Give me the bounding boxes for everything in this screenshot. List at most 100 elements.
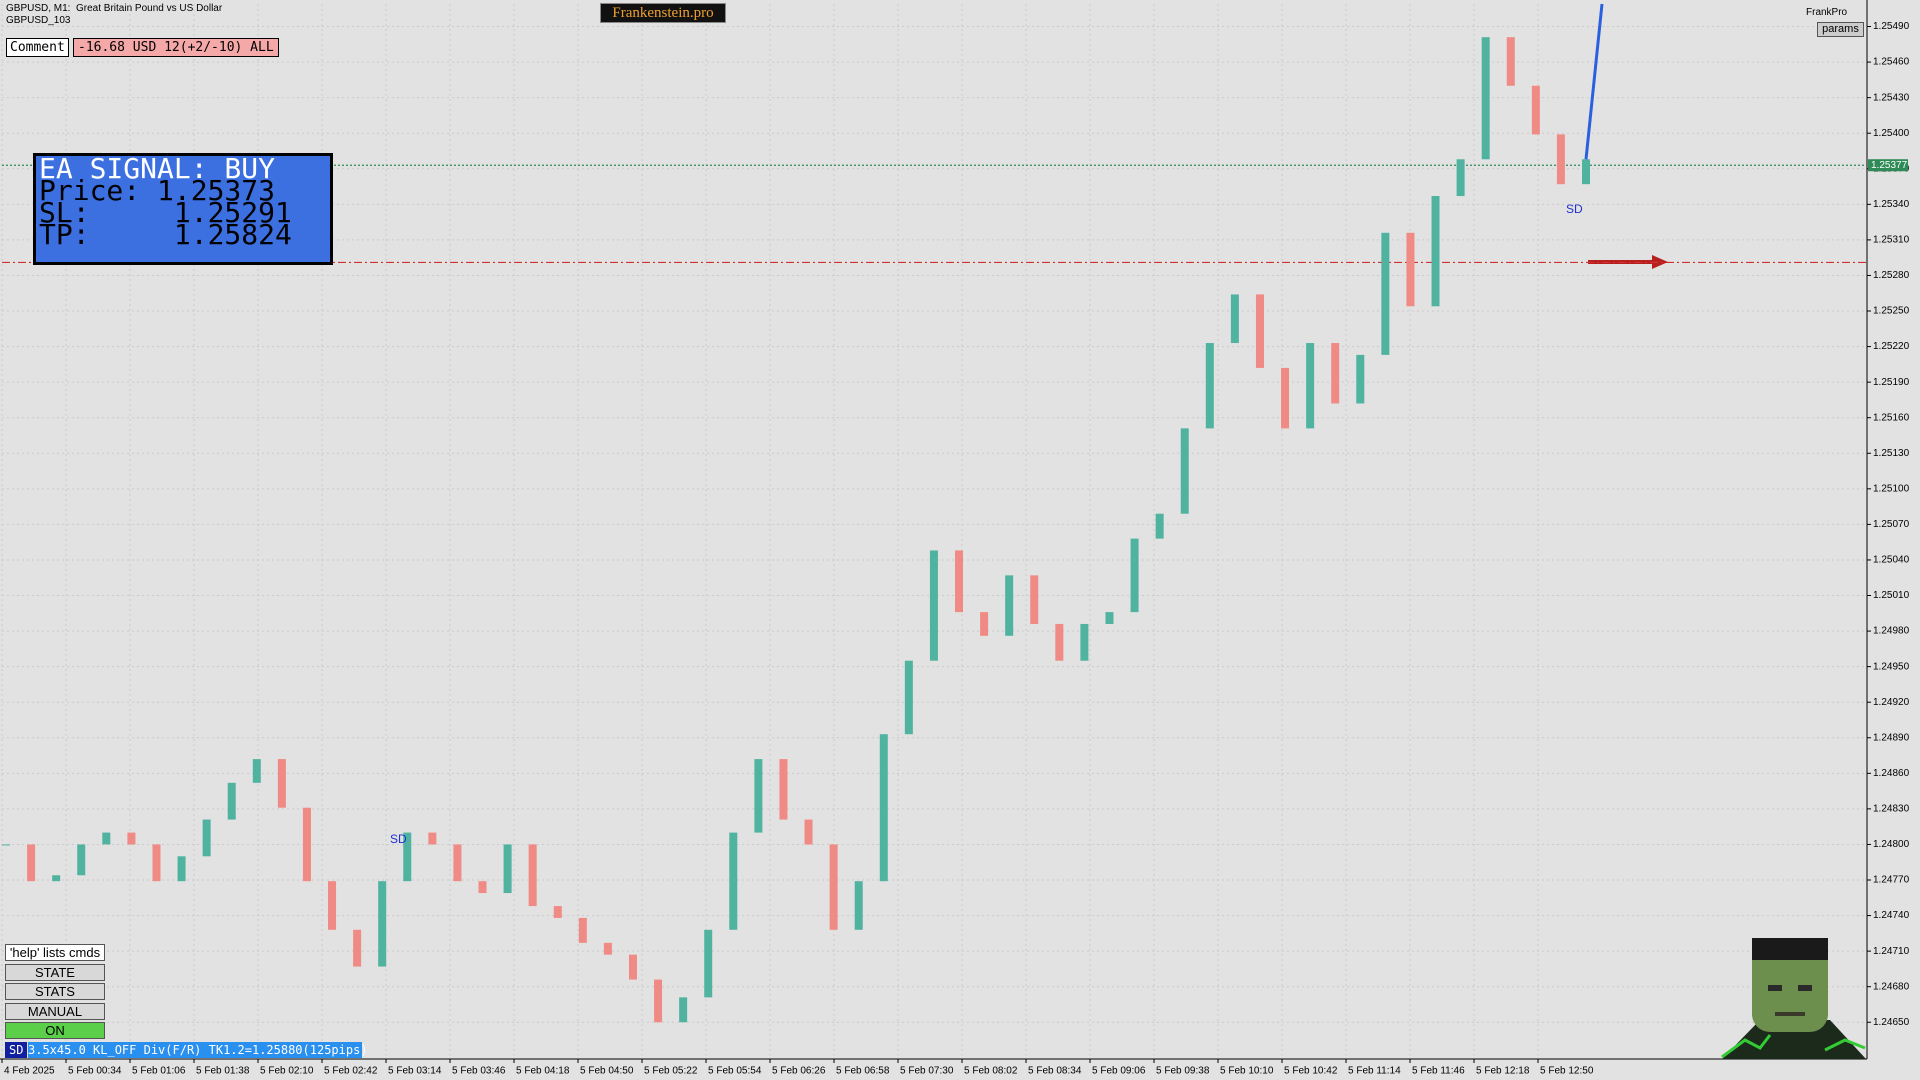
stats-button[interactable]: STATS [5, 983, 105, 1000]
x-tick-label: 5 Feb 12:18 [1476, 1066, 1530, 1077]
candle [177, 856, 186, 882]
candle [202, 819, 211, 857]
y-tick-label: 1.24980 [1873, 626, 1910, 637]
y-tick-label: 1.24680 [1873, 981, 1910, 992]
on-button[interactable]: ON [5, 1022, 105, 1039]
status-text: 3.5x45.0 KL_OFF Div(F/R) TK1.2=1.25880(1… [28, 1042, 368, 1058]
signal-line: Price: 1.25373 [39, 174, 276, 207]
arrow-head [1652, 255, 1668, 269]
candle [1105, 612, 1114, 624]
symbol: GBPUSD, M1: Great Britain Pound vs US Do… [6, 3, 223, 14]
y-tick-label: 1.24830 [1873, 804, 1910, 815]
x-tick-label: 5 Feb 08:34 [1028, 1066, 1082, 1077]
candle [1456, 159, 1465, 197]
candle [553, 906, 562, 918]
candle [1180, 428, 1189, 514]
candle [628, 954, 637, 980]
y-tick-label: 1.24950 [1873, 661, 1910, 672]
brand: Frankenstein.pro [600, 3, 726, 23]
candle [27, 844, 36, 882]
x-tick-label: 5 Feb 04:18 [516, 1066, 570, 1077]
candle [980, 612, 989, 636]
y-tick-label: 1.25460 [1873, 57, 1910, 68]
x-tick-label: 5 Feb 11:14 [1348, 1066, 1401, 1077]
x-tick-label: 5 Feb 01:06 [132, 1066, 186, 1077]
price-tag-bg [1868, 159, 1908, 172]
candle [328, 881, 337, 930]
y-tick-label: 1.25100 [1873, 483, 1910, 494]
y-tick-label: 1.25430 [1873, 92, 1910, 103]
candle [353, 929, 362, 967]
marker-label: SD [390, 832, 407, 846]
x-tick-label: 5 Feb 00:34 [68, 1066, 122, 1077]
y-tick-label: 1.25190 [1873, 377, 1910, 388]
x-tick-label: 5 Feb 09:06 [1092, 1066, 1146, 1077]
y-tick-label: 1.24650 [1873, 1017, 1910, 1028]
candle [1356, 354, 1365, 404]
y-tick-label: 1.25160 [1873, 412, 1910, 423]
x-tick-label: 5 Feb 07:30 [900, 1066, 954, 1077]
candle [1255, 294, 1264, 368]
candle [1381, 232, 1390, 355]
comment: Comment [6, 38, 69, 57]
y-tick-label: 1.24890 [1873, 732, 1910, 743]
candle [1155, 513, 1164, 539]
state-button[interactable]: STATE [5, 964, 105, 981]
signal-line: SL: 1.25291 [39, 196, 292, 229]
candle [804, 819, 813, 845]
candle [1506, 37, 1515, 86]
candle [403, 832, 412, 882]
candle [478, 881, 487, 894]
candle [1306, 343, 1315, 429]
candle [1230, 294, 1239, 344]
candle [729, 832, 738, 930]
candle [52, 875, 61, 882]
marker-label: SD [1566, 202, 1583, 216]
candle [378, 881, 387, 967]
candle [102, 832, 111, 845]
candle [854, 881, 863, 930]
x-tick-label: 5 Feb 12:50 [1540, 1066, 1594, 1077]
candle [77, 844, 86, 876]
x-tick-label: 5 Feb 10:42 [1284, 1066, 1338, 1077]
portrait [1721, 938, 1866, 1059]
y-tick-label: 1.25130 [1873, 448, 1910, 459]
candle [829, 844, 838, 930]
price-tag: 1.25377 [1871, 160, 1908, 171]
candle [654, 979, 663, 1023]
y-tick-label: 1.25040 [1873, 555, 1910, 566]
candle [578, 917, 587, 943]
y-tick-label: 1.25340 [1873, 199, 1910, 210]
x-tick-label: 5 Feb 03:46 [452, 1066, 506, 1077]
x-tick-label: 5 Feb 02:10 [260, 1066, 314, 1077]
y-tick-label: 1.24710 [1873, 946, 1910, 957]
y-tick-label: 1.24770 [1873, 875, 1910, 886]
candle [227, 782, 236, 820]
candle [929, 550, 938, 661]
x-tick-label: 5 Feb 08:02 [964, 1066, 1018, 1077]
y-tick-label: 1.25250 [1873, 306, 1910, 317]
candle [955, 550, 964, 613]
candle [1531, 85, 1540, 135]
candle [2, 844, 10, 846]
candle [1481, 37, 1490, 160]
manual-button[interactable]: MANUAL [5, 1003, 105, 1020]
candle [879, 734, 888, 882]
params-button[interactable]: params [1817, 22, 1864, 37]
candle [428, 832, 437, 845]
signal-box: EA SIGNAL: BUY Price: 1.25373 SL: 1.2529… [33, 153, 333, 265]
signal-title: EA SIGNAL: BUY [39, 152, 276, 185]
candle [252, 759, 261, 783]
candle [1556, 134, 1565, 185]
y-tick-label: 1.24920 [1873, 697, 1910, 708]
y-tick-label: 1.25070 [1873, 519, 1910, 530]
x-tick-label: 4 Feb 2025 [4, 1066, 55, 1077]
x-tick-label: 5 Feb 03:14 [388, 1066, 442, 1077]
candle [302, 807, 311, 882]
y-tick-label: 1.25010 [1873, 590, 1910, 601]
help-button[interactable]: 'help' lists cmds [5, 944, 105, 961]
candle [1431, 196, 1440, 307]
candle [1055, 623, 1064, 661]
candle [453, 844, 462, 882]
x-tick-label: 5 Feb 01:38 [196, 1066, 250, 1077]
